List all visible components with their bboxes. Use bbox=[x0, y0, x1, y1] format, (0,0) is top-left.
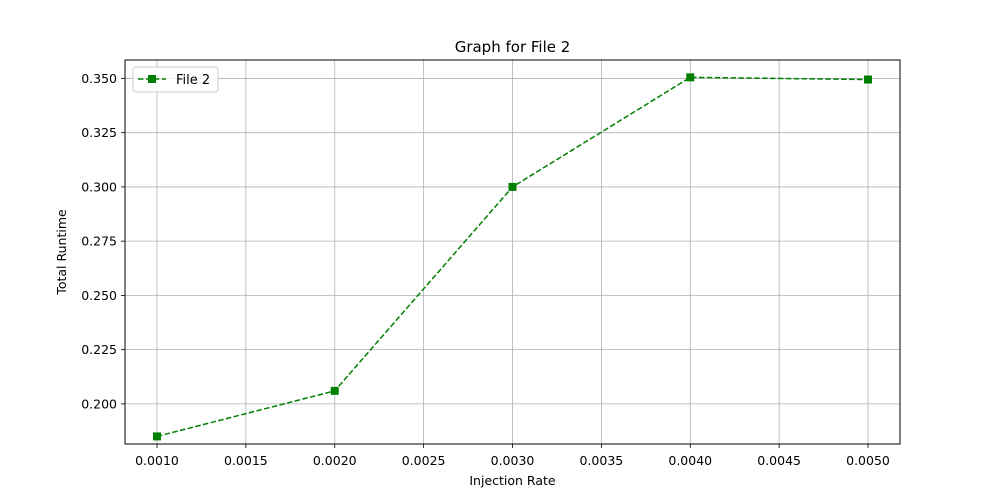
x-tick-label: 0.0035 bbox=[580, 453, 624, 468]
x-tick-label: 0.0025 bbox=[402, 453, 446, 468]
legend-box bbox=[132, 66, 219, 93]
y-tick-label: 0.225 bbox=[81, 342, 117, 357]
y-tick-label: 0.275 bbox=[81, 234, 117, 249]
x-tick-label: 0.0030 bbox=[491, 453, 535, 468]
x-tick-label: 0.0045 bbox=[757, 453, 801, 468]
y-tick-label: 0.350 bbox=[81, 71, 117, 86]
x-axis-label: Injection Rate bbox=[469, 473, 556, 488]
data-point bbox=[686, 73, 695, 82]
y-tick-label: 0.250 bbox=[81, 288, 117, 303]
y-tick-label: 0.300 bbox=[81, 179, 117, 194]
data-point bbox=[864, 75, 873, 84]
x-tick-label: 0.0040 bbox=[668, 453, 712, 468]
x-tick-label: 0.0015 bbox=[224, 453, 268, 468]
x-tick-label: 0.0050 bbox=[846, 453, 890, 468]
legend-entry-file-2: File 2 bbox=[176, 73, 210, 88]
ticks: 0.0010 0.0015 0.0020 0.0025 0.0030 0.0035 0.00… bbox=[81, 71, 890, 468]
data-point bbox=[152, 432, 161, 441]
legend-marker-swatch bbox=[148, 75, 156, 83]
x-tick-label: 0.0010 bbox=[135, 453, 179, 468]
legend: File 2 bbox=[132, 66, 219, 93]
series-layer bbox=[152, 73, 873, 441]
data-point bbox=[508, 182, 517, 191]
chart-title: Graph for File 2 bbox=[455, 38, 571, 56]
y-axis-label: Total Runtime bbox=[54, 209, 69, 296]
data-point bbox=[330, 386, 339, 395]
x-tick-label: 0.0020 bbox=[313, 453, 357, 468]
y-tick-label: 0.325 bbox=[81, 125, 117, 140]
y-tick-label: 0.200 bbox=[81, 396, 117, 411]
